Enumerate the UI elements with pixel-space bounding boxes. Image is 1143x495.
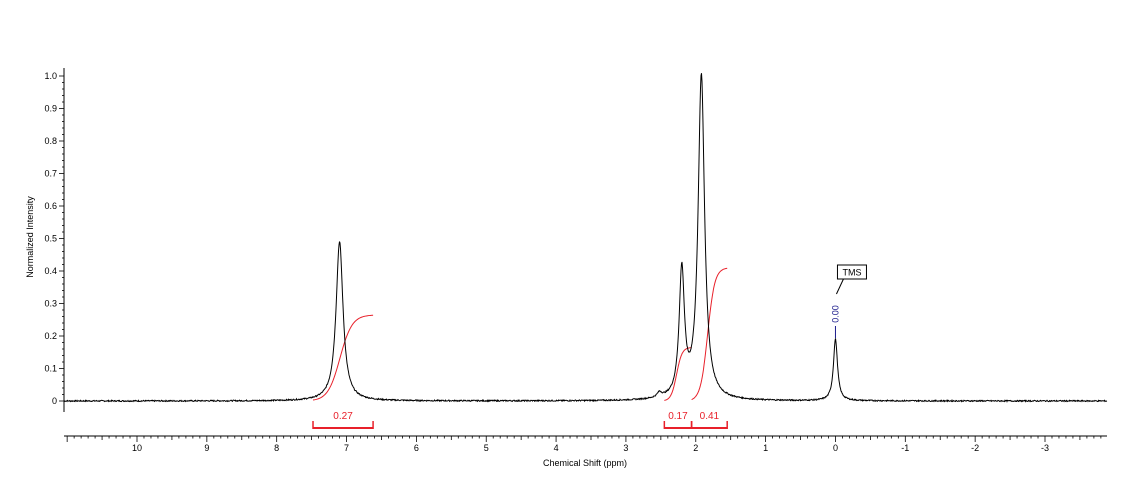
x-tick-label: -1 <box>901 443 909 453</box>
integral-label: 0.17 <box>668 411 688 422</box>
integral-curve <box>312 314 374 401</box>
integral-1: 0.17 <box>663 347 693 429</box>
integral-2: 0.41 <box>690 267 728 429</box>
x-tick-label: 7 <box>344 443 349 453</box>
y-tick-label: 0.9 <box>44 104 57 114</box>
x-axis-label: Chemical Shift (ppm) <box>543 458 627 468</box>
integral-label: 0.41 <box>700 411 720 422</box>
x-tick-label: 1 <box>763 443 768 453</box>
annotation-pointer <box>836 278 844 295</box>
y-tick-label: 0.5 <box>44 234 57 244</box>
y-tick-label: 0.1 <box>44 364 57 374</box>
y-tick-label: 0.7 <box>44 169 57 179</box>
x-axis: 10 9 8 7 6 5 4 3 2 1 0 -1 -2 -3 <box>64 435 1107 453</box>
x-tick-label: -2 <box>971 443 979 453</box>
y-tick-label: 0.8 <box>44 136 57 146</box>
spectrum-line <box>63 73 1108 403</box>
integral-curve <box>664 347 692 401</box>
peak-labels: 0.00 <box>830 305 840 338</box>
annotations: TMS <box>836 264 867 295</box>
annotation-tms: TMS <box>836 264 867 295</box>
integral-label: 0.27 <box>333 411 353 422</box>
y-axis: 0 0.1 0.2 0.3 0.4 0.5 0.6 0.7 0.8 0.9 1.0 <box>44 68 65 412</box>
y-tick-label: 0.6 <box>44 201 57 211</box>
y-axis-label: Normalized Intensity <box>25 196 35 278</box>
x-tick-label: 3 <box>623 443 628 453</box>
x-tick-label: -3 <box>1041 443 1049 453</box>
peak-label-text: 0.00 <box>830 305 840 323</box>
x-tick-label: 2 <box>693 443 698 453</box>
integral-curve <box>691 267 728 400</box>
x-tick-label: 5 <box>484 443 489 453</box>
y-tick-label: 0.4 <box>44 266 57 276</box>
x-tick-label: 8 <box>274 443 279 453</box>
y-tick-label: 1.0 <box>44 71 57 81</box>
annotation-text: TMS <box>842 268 861 278</box>
annotation-box <box>836 264 867 280</box>
y-tick-label: 0.3 <box>44 299 57 309</box>
y-tick-label: 0.2 <box>44 331 57 341</box>
x-tick-label: 4 <box>554 443 559 453</box>
integrals: 0.27 0.17 0.41 <box>312 267 728 429</box>
y-tick-label: 0 <box>52 396 57 406</box>
x-tick-label: 10 <box>132 443 142 453</box>
x-tick-label: 6 <box>414 443 419 453</box>
integral-0: 0.27 <box>312 314 374 429</box>
peak-label-0.00: 0.00 <box>830 305 840 338</box>
x-tick-label: 0 <box>833 443 838 453</box>
x-tick-label: 9 <box>204 443 209 453</box>
